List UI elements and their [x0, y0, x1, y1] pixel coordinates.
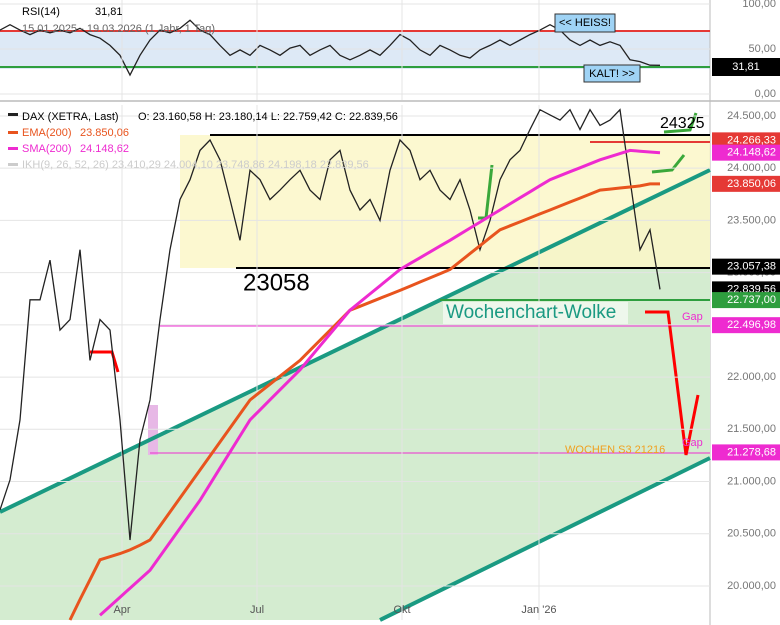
rsi-current: 31,81 — [95, 6, 123, 18]
label-bg — [443, 302, 628, 324]
x-tick-label: Apr — [113, 604, 130, 616]
rsi-title: RSI(14) — [22, 6, 60, 18]
arrow — [645, 310, 700, 456]
price-tag — [712, 258, 780, 275]
y-tick-label: 22.000,00 — [727, 371, 776, 383]
annotation: WOCHEN S3 21216 — [565, 444, 665, 456]
cloud — [0, 170, 710, 620]
legend-swatch — [8, 131, 18, 134]
price-tag-label: 24.266,33 — [727, 134, 776, 146]
price-tag — [712, 175, 780, 192]
y-tick-label: 24.500,00 — [727, 110, 776, 122]
legend-value: O: 23.160,58 H: 23.180,14 L: 22.759,42 C… — [138, 111, 398, 123]
annotation: Wochenchart-Wolke — [446, 302, 616, 323]
series-line — [0, 19, 661, 77]
y-tick-label: 20.000,00 — [727, 580, 776, 592]
x-tick-label: Okt — [393, 604, 410, 616]
price-tag — [712, 292, 780, 309]
annotation: Gap — [682, 437, 703, 449]
price-tag-label: 22.496,98 — [727, 319, 776, 331]
legend-entry: DAX (XETRA, Last) — [22, 111, 119, 123]
y-tick-label: 23.500,00 — [727, 214, 776, 226]
badge — [554, 13, 616, 33]
y-tick-label: 20.500,00 — [727, 528, 776, 540]
series-line — [68, 182, 660, 621]
legend-entry: IKH(9, 26, 52, 26) 23.410,29 24.004,10 2… — [22, 159, 369, 171]
legend-value: 23.850,06 — [80, 127, 129, 139]
price-tag-label: 23.057,38 — [727, 261, 776, 273]
series-line — [0, 108, 661, 541]
trend-line — [0, 168, 711, 514]
price-tag-label: 21.278,68 — [727, 446, 776, 458]
price-tag — [712, 144, 780, 161]
annotation: << HEISS! — [559, 17, 611, 29]
badge — [583, 64, 641, 83]
annotation: 24325 — [660, 115, 705, 132]
price-tag-label: 23.850,06 — [727, 178, 776, 190]
annotation: KALT! >> — [589, 68, 635, 80]
price-tag — [712, 317, 780, 334]
rsi-subtitle: 15.01.2025 - 19.03.2026 (1 Jahr, 1 Tag) — [22, 23, 215, 35]
y-tick-label: 21.500,00 — [727, 423, 776, 435]
price-tag-label: 24.148,62 — [727, 147, 776, 159]
legend-entry: SMA(200) — [22, 143, 72, 155]
rsi-band — [0, 31, 710, 69]
x-tick-label: Jan '26 — [521, 604, 556, 616]
series-line — [98, 148, 661, 617]
legend-value: 24.148,62 — [80, 143, 129, 155]
legend-swatch — [8, 147, 18, 150]
legend-entry: EMA(200) — [22, 127, 72, 139]
annotation: 23058 — [243, 269, 310, 296]
range-box — [180, 135, 710, 268]
y-tick-label: 21.000,00 — [727, 475, 776, 487]
y-tick-label: 0,00 — [755, 88, 776, 100]
tag-label: 31,81 — [732, 61, 760, 73]
y-tick-label: 24.000,00 — [727, 162, 776, 174]
trend-line — [379, 456, 711, 622]
y-tick-label: 50,00 — [748, 43, 776, 55]
price-tag — [712, 132, 780, 149]
legend-swatch — [8, 113, 18, 116]
price-tag — [712, 444, 780, 461]
arrow — [663, 112, 698, 134]
y-tick-label: 100,00 — [742, 0, 776, 10]
legend-swatch — [8, 163, 18, 166]
tag — [712, 58, 780, 76]
x-tick-label: Jul — [250, 604, 264, 616]
price-tag-label: 22.737,00 — [727, 294, 776, 306]
annotation: Gap — [682, 311, 703, 323]
gap-box — [148, 405, 158, 455]
arrow — [651, 154, 686, 174]
